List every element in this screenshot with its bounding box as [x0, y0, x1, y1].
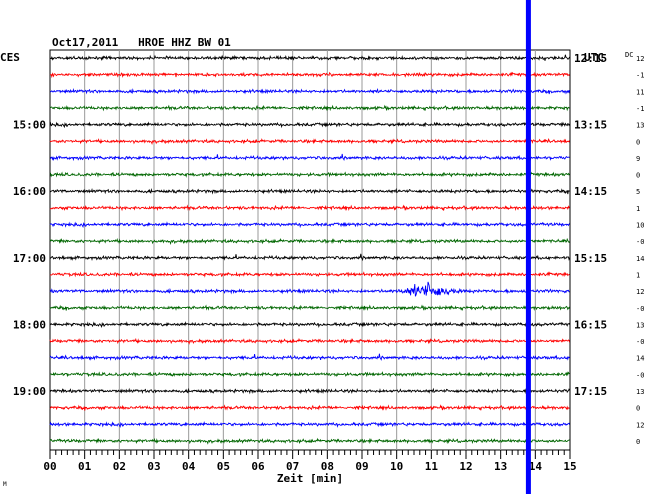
- footer-mark: M: [3, 481, 7, 488]
- seismic-trace: [49, 371, 570, 378]
- x-tick-label: 03: [147, 460, 160, 473]
- dc-offset-value: 13: [636, 122, 644, 130]
- right-hour-label: 17:15: [574, 385, 607, 398]
- seismic-trace: [49, 104, 570, 112]
- x-tick-label: 00: [43, 460, 56, 473]
- seismic-trace: [49, 237, 570, 245]
- dc-offset-value: 0: [636, 172, 640, 180]
- seismic-trace: [49, 88, 571, 95]
- dc-offset-value: 1: [636, 205, 640, 213]
- right-timezone-label: UTC: [584, 51, 604, 64]
- chart-title: Oct17,2011 HROE HHZ BW 01: [52, 36, 231, 49]
- seismic-trace: [49, 121, 571, 129]
- dc-offset-value: 12: [636, 421, 644, 429]
- dc-offset-value: -0: [636, 238, 644, 246]
- dc-offset-value: 10: [636, 222, 644, 230]
- current-time-marker: [525, 0, 531, 494]
- dc-offset-value: 0: [636, 438, 640, 446]
- left-hour-label: 17:00: [13, 252, 46, 265]
- grid-layer: [49, 49, 571, 451]
- tick-layer: [49, 450, 571, 459]
- seismic-trace: [49, 437, 570, 445]
- dc-offset-value: 12: [636, 288, 644, 296]
- x-tick-label: 14: [529, 460, 543, 473]
- marker-layer: [525, 0, 531, 494]
- x-axis-label: Zeit [min]: [277, 472, 343, 485]
- right-hour-label: 15:15: [574, 252, 607, 265]
- x-tick-label: 15: [563, 460, 576, 473]
- label-layer: Oct17,2011 HROE HHZ BW 01 CES UTC DC Zei…: [0, 36, 644, 488]
- x-tick-label: 02: [113, 460, 126, 473]
- x-tick-label: 08: [321, 460, 334, 473]
- left-hour-label: 16:00: [13, 185, 46, 198]
- right-hour-label: 16:15: [574, 318, 607, 331]
- x-tick-label: 13: [494, 460, 507, 473]
- x-tick-label: 09: [355, 460, 368, 473]
- seismic-trace: [49, 353, 570, 361]
- dc-column-label: DC: [625, 51, 633, 59]
- seismic-trace: [49, 404, 570, 412]
- seismic-trace: [49, 221, 570, 229]
- left-timezone-label: CES: [0, 51, 20, 64]
- seismic-trace: [49, 187, 570, 195]
- right-hour-label: 12:15: [574, 52, 607, 65]
- seismic-trace: [49, 321, 570, 328]
- seismic-trace: [49, 54, 571, 62]
- seismic-trace: [49, 337, 571, 345]
- x-tick-label: 11: [425, 460, 439, 473]
- dc-offset-value: -0: [636, 371, 644, 379]
- seismic-trace: [49, 421, 571, 428]
- seismic-trace: [49, 138, 571, 146]
- x-tick-label: 07: [286, 460, 299, 473]
- dc-offset-value: 12: [636, 55, 644, 63]
- dc-offset-value: 13: [636, 321, 644, 329]
- dc-offset-value: -1: [636, 72, 644, 80]
- seismic-trace: [49, 153, 570, 162]
- plot-frame: [49, 49, 571, 451]
- trace-layer: [49, 54, 571, 445]
- left-hour-label: 19:00: [13, 385, 46, 398]
- seismic-trace: [49, 387, 570, 395]
- seismic-trace: [49, 281, 570, 297]
- dc-offset-value: 5: [636, 188, 640, 196]
- left-hour-label: 18:00: [13, 318, 46, 331]
- seismic-trace: [49, 71, 570, 79]
- x-tick-label: 01: [78, 460, 92, 473]
- dc-offset-value: -1: [636, 105, 644, 113]
- left-hour-label: 15:00: [13, 119, 46, 132]
- x-tick-label: 12: [459, 460, 472, 473]
- dc-offset-value: -0: [636, 338, 644, 346]
- right-hour-label: 13:15: [574, 119, 607, 132]
- dc-offset-value: 13: [636, 388, 644, 396]
- dc-offset-value: 14: [636, 355, 644, 363]
- seismic-trace: [49, 204, 570, 212]
- right-hour-label: 14:15: [574, 185, 607, 198]
- seismic-trace: [50, 253, 571, 262]
- dc-offset-value: 9: [636, 155, 640, 163]
- seismic-trace: [49, 271, 570, 278]
- dc-offset-value: -0: [636, 305, 644, 313]
- x-tick-label: 05: [217, 460, 230, 473]
- x-tick-label: 06: [251, 460, 265, 473]
- dc-offset-value: 14: [636, 255, 644, 263]
- seismic-trace: [49, 304, 571, 312]
- seismic-trace: [49, 171, 570, 178]
- x-tick-label: 04: [182, 460, 196, 473]
- dc-offset-value: 11: [636, 88, 644, 96]
- x-tick-label: 10: [390, 460, 403, 473]
- dc-offset-value: 0: [636, 405, 640, 413]
- dc-offset-value: 1: [636, 271, 640, 279]
- dc-offset-value: 0: [636, 138, 640, 146]
